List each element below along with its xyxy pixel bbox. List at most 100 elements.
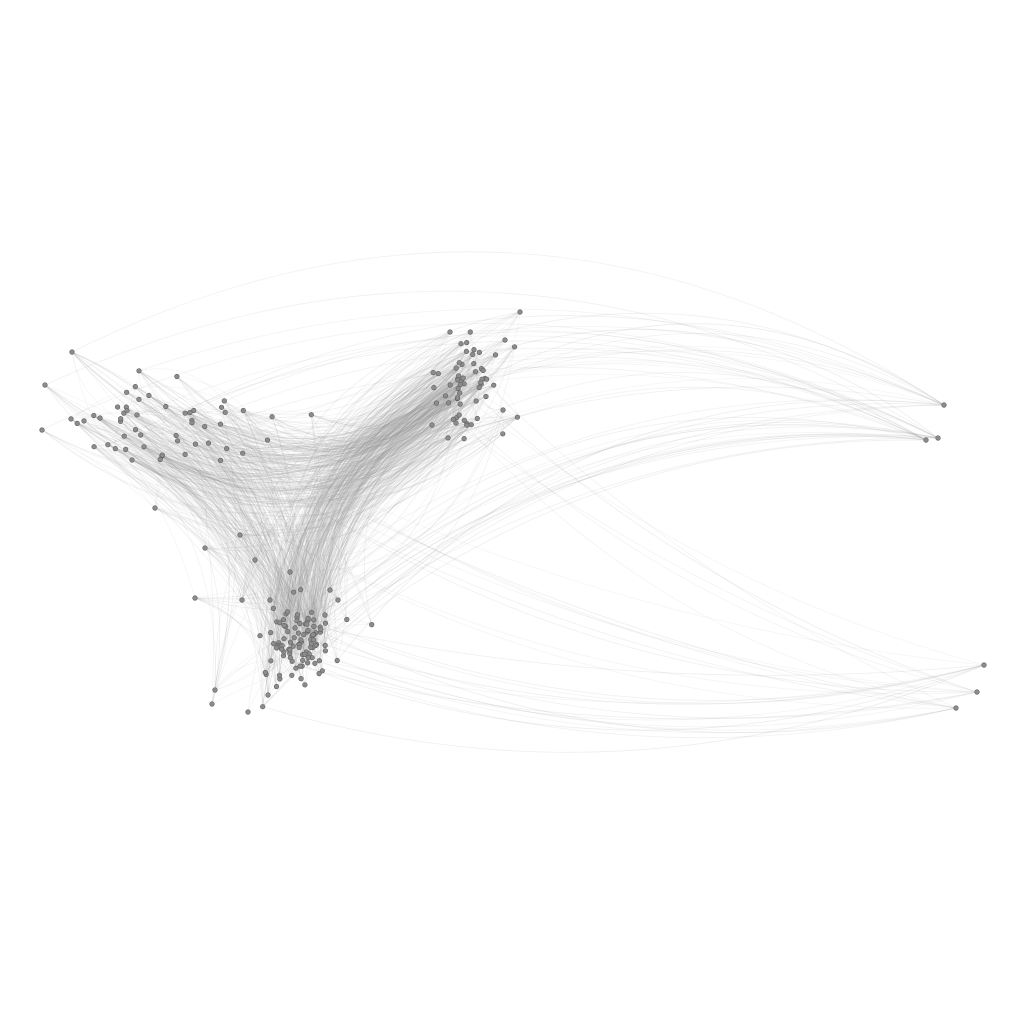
graph-edge — [123, 412, 281, 624]
graph-node — [268, 629, 274, 636]
graph-edge — [176, 376, 495, 453]
graph-node — [461, 436, 467, 442]
graph-edge — [301, 384, 495, 656]
graph-edge — [176, 376, 268, 441]
graph-edge — [184, 367, 457, 434]
graph-edge — [93, 444, 186, 455]
graph-node — [308, 609, 315, 615]
graph-edge — [93, 415, 326, 652]
graph-node — [474, 415, 480, 422]
graph-edge — [447, 418, 478, 439]
graph-edge — [463, 371, 480, 439]
graph-node — [157, 456, 163, 463]
graph-edge — [120, 420, 293, 676]
graph-edge — [310, 388, 459, 640]
graph-edge — [165, 383, 482, 449]
graph-edge — [283, 416, 518, 640]
graph-edge — [154, 459, 161, 509]
graph-node — [39, 427, 45, 433]
graph-edge — [194, 409, 504, 611]
graph-edge — [107, 377, 464, 493]
graph-edge — [220, 352, 480, 476]
graph-edge — [136, 414, 161, 460]
graph-edge — [138, 370, 241, 536]
graph-node — [460, 375, 466, 381]
graph-edge — [299, 417, 458, 624]
graph-edge — [71, 351, 138, 416]
graph-edge — [306, 370, 484, 625]
graph-edge — [312, 414, 460, 635]
graph-edge — [107, 384, 461, 477]
graph-edge — [120, 418, 307, 653]
graph-edge — [239, 402, 449, 542]
graph-edge — [269, 362, 460, 601]
graph-edge — [324, 414, 460, 646]
graph-edge — [176, 376, 978, 693]
graph-edge — [134, 352, 480, 448]
graph-node — [305, 615, 311, 622]
graph-node — [476, 349, 483, 356]
graph-edge — [125, 406, 315, 641]
graph-edge — [161, 438, 465, 502]
graph-node — [273, 683, 280, 690]
graph-node — [274, 645, 280, 651]
graph-edge — [117, 388, 459, 456]
graph-edge — [325, 383, 482, 652]
graph-edge — [242, 354, 474, 467]
graph-edge — [239, 384, 495, 536]
graph-edge — [223, 400, 305, 635]
graph-edge — [306, 384, 495, 625]
graph-edge — [154, 507, 315, 621]
graph-node — [311, 623, 317, 630]
graph-edge — [290, 420, 939, 643]
graph-node — [68, 416, 74, 422]
graph-edge — [125, 403, 461, 499]
graph-edge — [271, 416, 348, 661]
graph-edge — [134, 386, 283, 650]
graph-node — [369, 621, 375, 628]
graph-edge — [324, 370, 484, 652]
graph-edge — [131, 366, 927, 461]
graph-edge — [289, 339, 506, 651]
graph-edge — [191, 419, 457, 468]
graph-edge — [114, 433, 504, 503]
graph-edge — [143, 398, 458, 491]
graph-edge — [319, 384, 495, 662]
graph-edge — [117, 399, 191, 413]
graph-node — [298, 637, 304, 643]
graph-edge — [125, 406, 472, 503]
graph-edge — [161, 424, 472, 508]
graph-edge — [138, 367, 457, 456]
graph-edge — [311, 392, 461, 637]
graph-edge — [211, 370, 484, 705]
graph-edge — [107, 362, 460, 478]
graph-edge — [176, 376, 308, 625]
graph-edge — [291, 402, 437, 662]
graph-edge — [123, 435, 289, 632]
graph-edge — [107, 392, 461, 477]
graph-edge — [99, 417, 322, 630]
graph-edge — [288, 367, 457, 650]
graph-edge — [193, 410, 244, 413]
graph-node — [478, 379, 484, 385]
graph-node — [287, 655, 293, 661]
graph-edge — [247, 364, 463, 713]
graph-edge — [307, 377, 464, 631]
graph-edge — [99, 387, 435, 453]
graph-edge — [281, 331, 471, 646]
graph-edge — [123, 368, 482, 448]
graph-edge — [189, 412, 281, 646]
graph-node — [302, 682, 308, 688]
graph-edge — [297, 614, 985, 705]
graph-edge — [224, 347, 927, 441]
graph-edge — [289, 371, 476, 662]
graph-edge — [431, 397, 458, 426]
graph-edges — [41, 251, 985, 753]
graph-node — [334, 657, 340, 664]
graph-edge — [44, 384, 480, 472]
graph-node — [296, 644, 302, 651]
graph-edge — [44, 373, 439, 475]
graph-edge — [214, 392, 461, 691]
graph-node — [923, 437, 929, 443]
graph-edge — [285, 370, 484, 615]
